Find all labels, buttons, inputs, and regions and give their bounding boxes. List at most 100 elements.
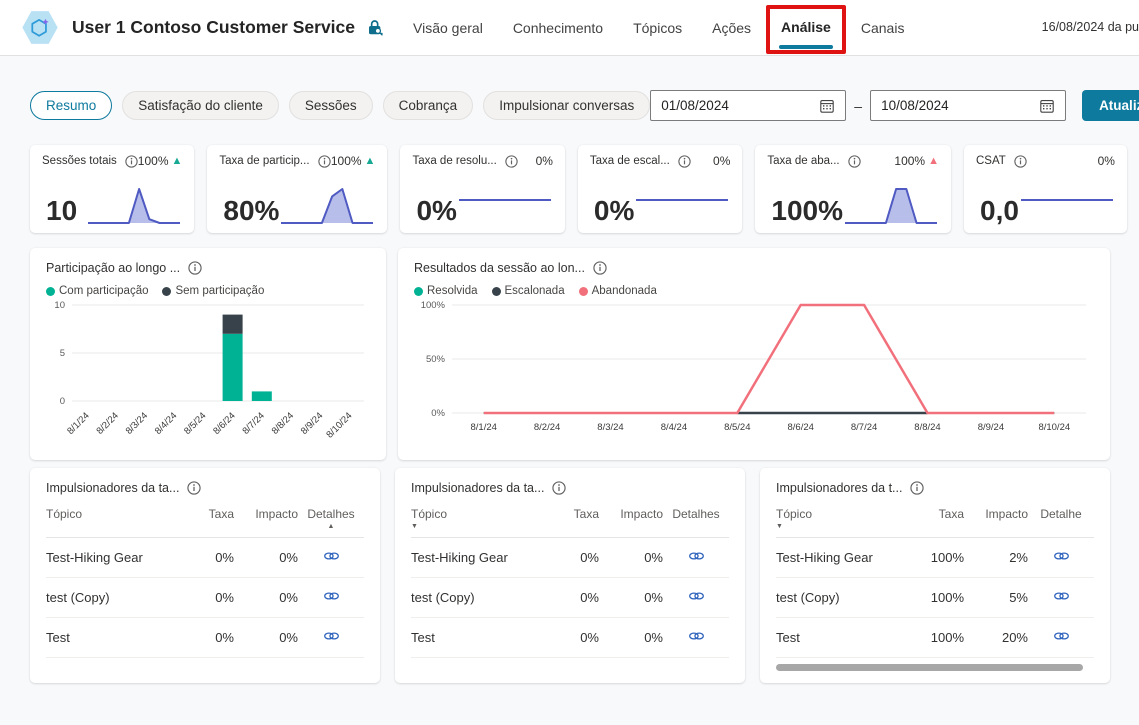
table-row[interactable]: test (Copy) 100% 5%: [776, 578, 1094, 618]
impacto-cell: 0%: [279, 630, 298, 645]
date-from-input[interactable]: 01/08/2024: [650, 90, 847, 121]
table-title: Impulsionadores da ta...: [411, 481, 545, 495]
details-link-icon[interactable]: [1053, 549, 1070, 563]
column-header-topico[interactable]: Tópico: [46, 507, 83, 521]
update-button[interactable]: Atualizar: [1082, 90, 1139, 121]
column-header-impacto[interactable]: Impacto: [985, 507, 1028, 521]
details-link-icon[interactable]: [688, 549, 705, 563]
svg-text:8/9/24: 8/9/24: [978, 422, 1004, 433]
nav-acoes[interactable]: Ações: [712, 19, 752, 36]
column-header-topico[interactable]: Tópico ▼: [776, 507, 910, 530]
impacto-cell: 0%: [644, 630, 663, 645]
table-title: Impulsionadores da t...: [776, 481, 903, 495]
kpi-label: Taxa de particip...: [219, 155, 310, 167]
info-icon[interactable]: [678, 154, 691, 168]
kpi-trend-value: 0%: [535, 154, 553, 168]
topic-cell: Test-Hiking Gear: [776, 550, 873, 565]
tab-resumo[interactable]: Resumo: [30, 91, 113, 120]
column-header-detalhe[interactable]: Detalhe: [1040, 507, 1082, 521]
sort-descending-icon: ▼: [776, 523, 783, 530]
column-header-taxa[interactable]: Taxa: [938, 507, 964, 521]
column-header-detalhes[interactable]: Detalhes: [672, 507, 720, 521]
column-header-topico[interactable]: Tópico ▼: [411, 507, 545, 530]
column-header-impacto[interactable]: Impacto: [620, 507, 663, 521]
kpi-value: 0%: [416, 195, 457, 226]
kpi-card-taxa-abandono: Taxa de aba... 100% ▲ 100%: [755, 145, 951, 233]
details-link-icon[interactable]: [688, 589, 705, 603]
nav-conhecimento[interactable]: Conhecimento: [512, 19, 604, 36]
engagement-chart-card: Participação ao longo ... Com participaç…: [30, 248, 386, 460]
table-row[interactable]: Test 0% 0%: [411, 618, 729, 658]
legend-item: Abandonada: [578, 285, 657, 297]
details-link-icon[interactable]: [323, 589, 340, 603]
column-header-impacto[interactable]: Impacto: [255, 507, 298, 521]
info-icon[interactable]: [188, 261, 202, 275]
tab-sessoes[interactable]: Sessões: [288, 91, 373, 120]
legend-dot: [491, 286, 501, 296]
table-row[interactable]: Test 100% 20%: [776, 618, 1094, 658]
topic-cell: Test: [411, 630, 435, 645]
nav-canais[interactable]: Canais: [860, 19, 905, 36]
nav-visao-geral[interactable]: Visão geral: [413, 19, 483, 36]
svg-text:8/1/24: 8/1/24: [65, 410, 91, 436]
column-header-taxa[interactable]: Taxa: [208, 507, 234, 521]
info-icon[interactable]: [593, 261, 607, 275]
details-link-icon[interactable]: [323, 549, 340, 563]
kpi-card-sessoes-totais: Sessões totais 100% ▲ 10: [30, 145, 195, 233]
details-link-icon[interactable]: [688, 629, 705, 643]
table-row[interactable]: test (Copy) 0% 0%: [46, 578, 364, 618]
svg-text:8/4/24: 8/4/24: [661, 422, 687, 433]
svg-text:8/8/24: 8/8/24: [270, 410, 296, 436]
horizontal-scrollbar[interactable]: [776, 664, 1083, 671]
chart-title: Resultados da sessão ao lon...: [414, 261, 585, 275]
svg-text:0%: 0%: [431, 408, 445, 419]
legend-dot: [46, 286, 55, 296]
taxa-cell: 0%: [580, 550, 599, 565]
svg-text:5: 5: [60, 348, 65, 359]
outcomes-chart-card: Resultados da sessão ao lon... Resolvida…: [398, 248, 1110, 460]
info-icon[interactable]: [847, 154, 861, 168]
info-icon[interactable]: [317, 154, 331, 168]
info-icon[interactable]: [187, 481, 202, 495]
calendar-icon[interactable]: [1039, 98, 1055, 114]
sort-descending-icon: ▼: [411, 523, 418, 530]
table-row[interactable]: Test-Hiking Gear 0% 0%: [411, 538, 729, 578]
svg-text:8/1/24: 8/1/24: [470, 422, 496, 433]
copilot-logo-icon[interactable]: [22, 11, 58, 44]
column-header-detalhes[interactable]: Detalhes ▲: [307, 507, 355, 530]
legend-item: Resolvida: [414, 285, 478, 297]
info-icon[interactable]: [552, 481, 567, 495]
tab-cobranca[interactable]: Cobrança: [382, 91, 474, 120]
impacto-cell: 20%: [1001, 630, 1028, 645]
nav-analise[interactable]: Análise: [781, 18, 831, 35]
details-link-icon[interactable]: [323, 629, 340, 643]
tab-satisfacao-do-cliente[interactable]: Satisfação do cliente: [122, 91, 279, 120]
impacto-cell: 0%: [279, 590, 298, 605]
kpi-value: 0,0: [980, 195, 1019, 226]
topic-cell: test (Copy): [776, 590, 840, 605]
taxa-cell: 100%: [930, 630, 964, 645]
details-link-icon[interactable]: [1053, 589, 1070, 603]
chart-title: Participação ao longo ...: [46, 261, 181, 275]
lock-key-icon[interactable]: [365, 18, 385, 38]
info-icon[interactable]: [1014, 154, 1027, 168]
nav-topicos[interactable]: Tópicos: [633, 19, 683, 36]
svg-text:50%: 50%: [426, 354, 446, 365]
svg-text:8/2/24: 8/2/24: [94, 410, 120, 436]
tab-impulsionar-conversas[interactable]: Impulsionar conversas: [483, 91, 651, 120]
info-icon[interactable]: [125, 154, 138, 168]
legend-dot: [414, 286, 423, 296]
topbar: User 1 Contoso Customer Service Visão ge…: [0, 0, 1139, 56]
nav-analise-wrap: Análise: [766, 4, 846, 54]
calendar-icon[interactable]: [819, 98, 835, 114]
analytics-content: Resumo Satisfação do cliente Sessões Cob…: [0, 56, 1139, 683]
date-to-input[interactable]: 10/08/2024: [870, 90, 1067, 121]
info-icon[interactable]: [505, 154, 518, 168]
info-icon[interactable]: [910, 481, 925, 495]
table-row[interactable]: Test-Hiking Gear 100% 2%: [776, 538, 1094, 578]
table-row[interactable]: test (Copy) 0% 0%: [411, 578, 729, 618]
table-row[interactable]: Test 0% 0%: [46, 618, 364, 658]
table-row[interactable]: Test-Hiking Gear 0% 0%: [46, 538, 364, 578]
column-header-taxa[interactable]: Taxa: [573, 507, 599, 521]
details-link-icon[interactable]: [1053, 629, 1070, 643]
